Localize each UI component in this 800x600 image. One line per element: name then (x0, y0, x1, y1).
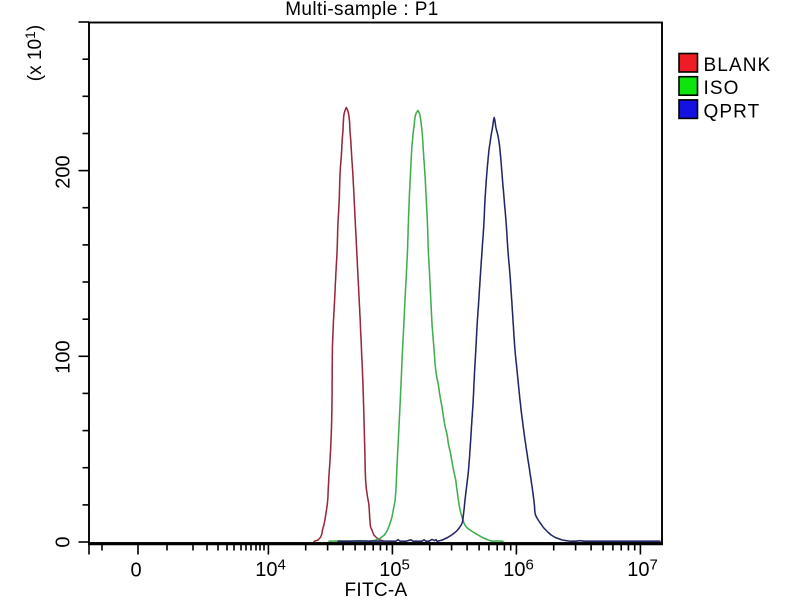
svg-text:100: 100 (53, 340, 75, 373)
svg-text:Multi-sample : P1: Multi-sample : P1 (285, 0, 439, 20)
svg-text:0: 0 (53, 536, 75, 547)
svg-text:FITC-A: FITC-A (344, 580, 407, 600)
svg-text:BLANK: BLANK (704, 55, 772, 76)
svg-text:0: 0 (130, 560, 141, 582)
svg-text:QPRT: QPRT (704, 101, 761, 122)
svg-text:ISO: ISO (704, 78, 740, 99)
svg-text:200: 200 (53, 155, 75, 188)
